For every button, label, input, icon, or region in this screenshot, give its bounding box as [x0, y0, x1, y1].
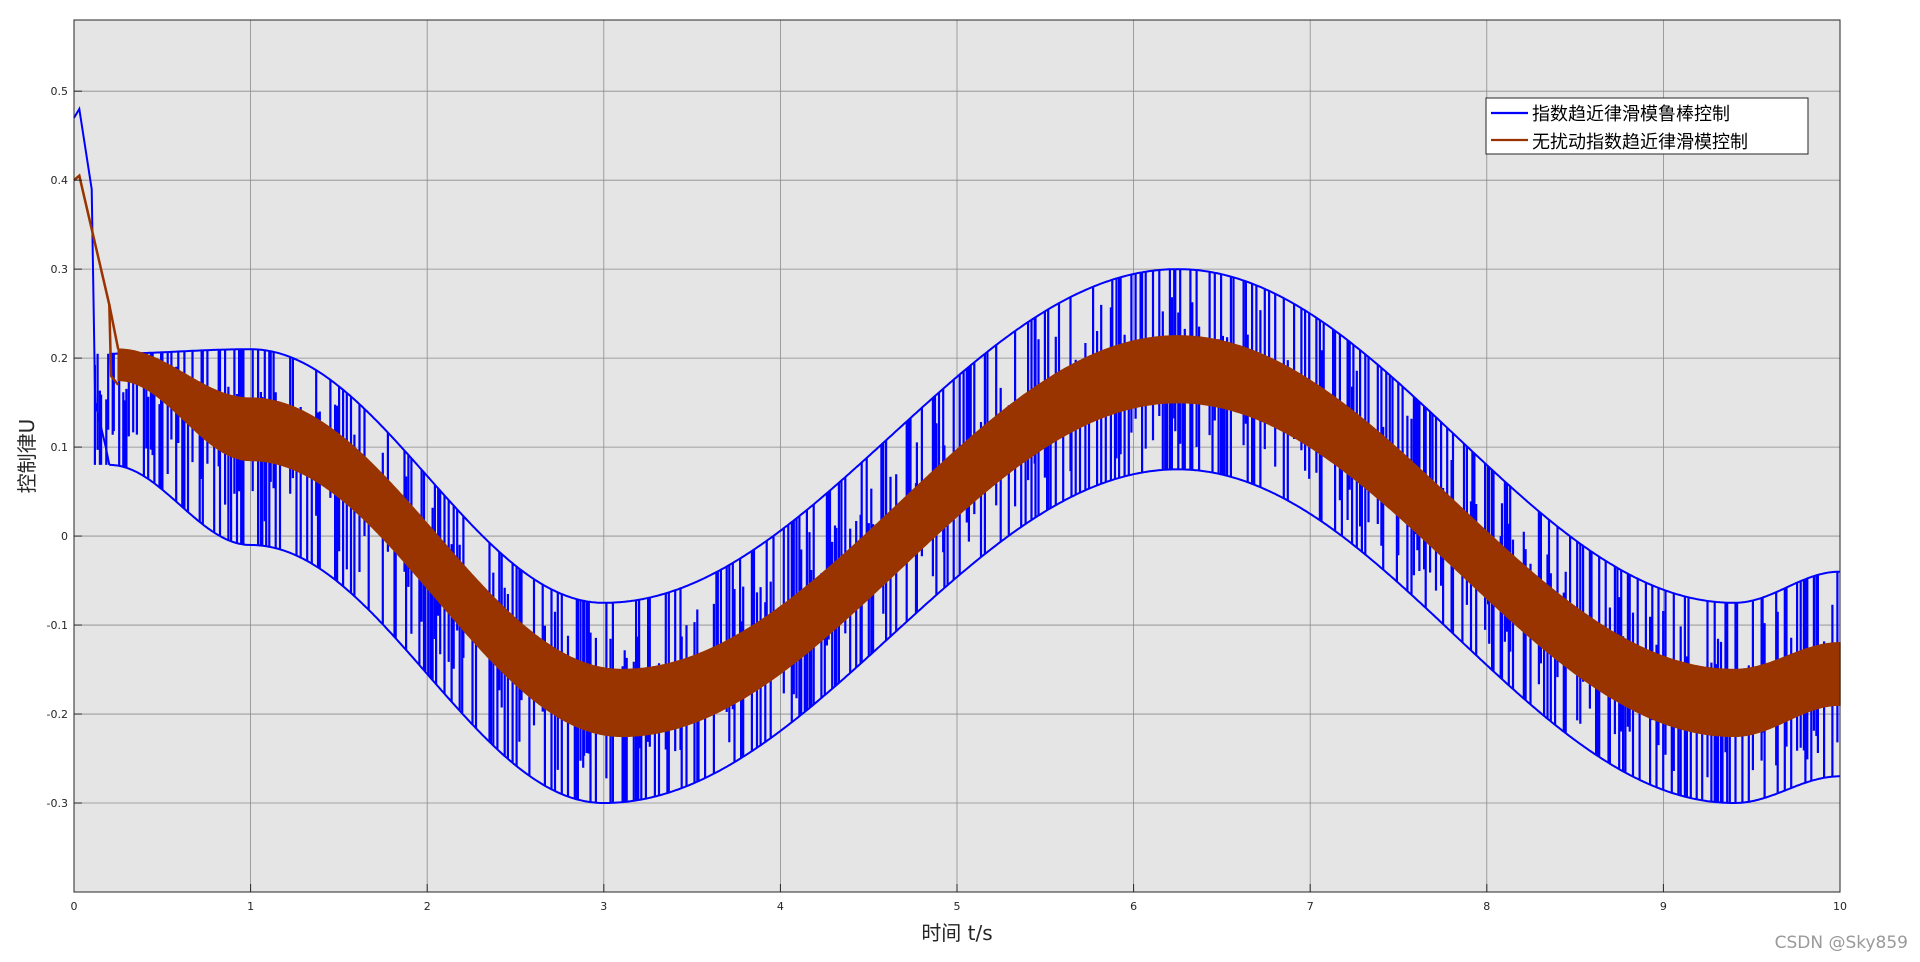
series-undisturbed-transient	[73, 173, 120, 350]
y-tick-label: 0.5	[51, 85, 69, 98]
x-tick-label: 9	[1660, 900, 1667, 913]
legend: 指数趋近律滑模鲁棒控制 无扰动指数趋近律滑模控制	[1485, 97, 1809, 155]
y-axis-label: 控制律U	[15, 419, 39, 494]
series-layer	[73, 106, 1841, 804]
y-tick-label: -0.3	[47, 797, 68, 810]
x-tick-label: 3	[600, 900, 607, 913]
y-tick-label: 0.3	[51, 263, 69, 276]
legend-label-robust: 指数趋近律滑模鲁棒控制	[1532, 104, 1730, 125]
x-tick-label: 4	[777, 900, 784, 913]
y-tick-label: 0.2	[51, 352, 69, 365]
legend-box	[1485, 97, 1809, 155]
x-tick-label: 0	[71, 900, 78, 913]
series-undisturbed-entry	[108, 304, 120, 386]
x-tick-label: 7	[1307, 900, 1314, 913]
series-robust-lower-envelope	[109, 463, 1840, 804]
x-tick-label: 5	[954, 900, 961, 913]
series-robust	[73, 106, 1840, 804]
y-tick-label: -0.2	[47, 708, 68, 721]
x-tick-label: 1	[247, 900, 254, 913]
x-tick-label: 6	[1130, 900, 1137, 913]
series-robust-upper-envelope	[109, 268, 1840, 604]
x-axis-label: 时间 t/s	[921, 921, 992, 945]
x-tick-label: 10	[1833, 900, 1847, 913]
watermark: CSDN @Sky859	[1775, 933, 1908, 953]
legend-label-undisturbed: 无扰动指数趋近律滑模控制	[1532, 132, 1748, 153]
y-tick-label: 0	[61, 530, 68, 543]
x-tick-label: 8	[1483, 900, 1490, 913]
y-tick-label: -0.1	[47, 619, 68, 632]
y-tick-label: 0.4	[51, 174, 69, 187]
y-tick-label: 0.1	[51, 441, 69, 454]
x-tick-label: 2	[424, 900, 431, 913]
ticks: 0 1 2 3 4 5 6 7 8 9 10 -0.3 -0.2 -0.1 0 0.1 0.2 0.3 0.4 0.5	[47, 85, 1847, 913]
